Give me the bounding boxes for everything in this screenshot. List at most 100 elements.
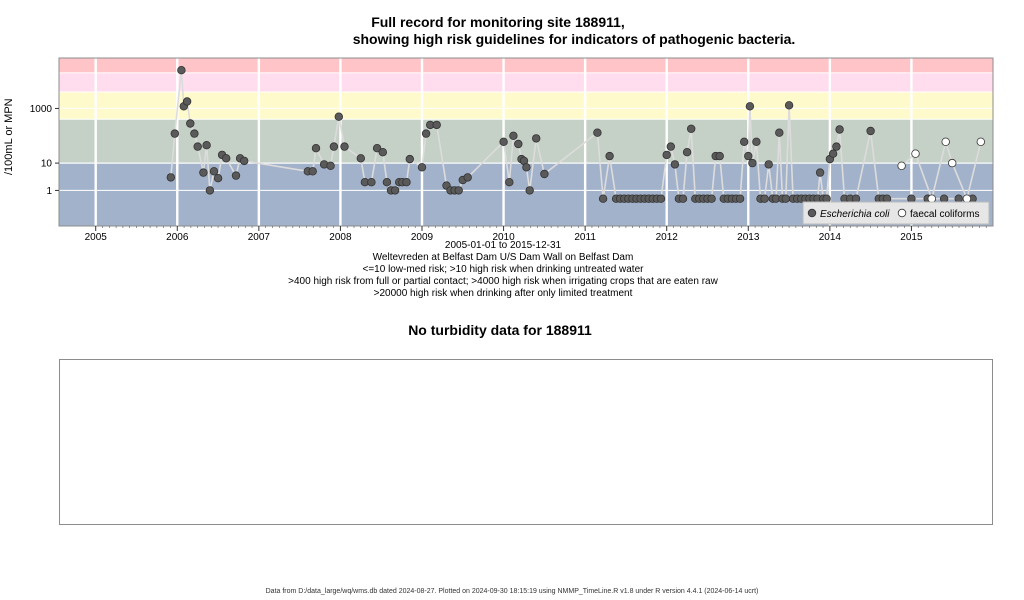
y-tick-label-1000: 1000 <box>30 104 53 115</box>
legend-ecoli-label: Escherichia coli <box>820 209 890 220</box>
x-tick-label-2009: 2009 <box>411 232 434 240</box>
ecoli-point-41 <box>432 120 441 130</box>
ecoli-point-123 <box>866 126 875 136</box>
faecal-point-3 <box>941 137 950 146</box>
ecoli-point-74 <box>666 142 675 151</box>
ecoli-point-72 <box>656 194 666 203</box>
x-tick-label-2011: 2011 <box>574 232 596 240</box>
ecoli-point-1 <box>170 129 179 138</box>
ecoli-point-0 <box>166 173 175 182</box>
ecoli-point-33 <box>390 186 400 195</box>
site-name-note: Weltevreden at Belfast Dam U/S Dam Wall … <box>372 252 634 263</box>
legend-box <box>802 201 990 225</box>
ecoli-point-50 <box>509 131 518 140</box>
ecoli-point-48 <box>499 137 508 146</box>
ecoli-point-12 <box>213 173 223 183</box>
faecal-point-4 <box>948 158 957 168</box>
ecoli-point-23 <box>329 142 339 151</box>
ecoli-point-91 <box>735 194 745 203</box>
ecoli-point-8 <box>199 168 208 177</box>
ecoli-point-115 <box>822 194 831 203</box>
ecoli-point-126 <box>882 194 892 203</box>
risk-bands <box>59 58 993 226</box>
x-tick-label-2008: 2008 <box>329 232 352 240</box>
ecoli-point-20 <box>311 143 321 153</box>
date-range-note: 2005-01-01 to 2015-12-31 <box>444 240 562 251</box>
ecoli-point-75 <box>670 160 680 169</box>
ecoli-point-105 <box>784 101 794 110</box>
ecoli-point-98 <box>760 194 769 203</box>
ecoli-point-127 <box>907 194 916 203</box>
ecoli-point-59 <box>598 194 608 203</box>
ecoli-point-37 <box>405 154 414 164</box>
legend-faecal-label: faecal coliforms <box>910 209 979 220</box>
legend-ecoli-marker <box>807 208 817 218</box>
footer-note: Data from D:/data_large/wq/wms.db dated … <box>265 588 759 595</box>
gridlines <box>59 58 993 226</box>
faecal-point-6 <box>976 137 985 146</box>
ecoli-point-39 <box>421 129 431 138</box>
ecoli-point-14 <box>221 154 231 163</box>
x-tick-label-2012: 2012 <box>656 232 679 240</box>
faecal-point-0 <box>897 161 906 170</box>
y-tick-label-1: 1 <box>46 186 52 197</box>
ecoli-point-55 <box>525 186 534 195</box>
ecoli-point-102 <box>775 128 784 137</box>
ecoli-point-57 <box>540 169 549 179</box>
risk-band-3 <box>59 72 993 92</box>
ecoli-point-11 <box>209 167 219 176</box>
ecoli-point-119 <box>835 125 844 134</box>
axes: 2005 2006 2007 2008 2009 2010 2011 2012 2013 2014… <box>30 57 994 240</box>
ecoli-point-129 <box>939 194 949 203</box>
ecoli-point-117 <box>828 149 838 158</box>
ecoli-point-29 <box>372 143 382 153</box>
risk-note-2: >400 high risk from full or partial cont… <box>288 276 718 287</box>
x-tick-label-2015: 2015 <box>900 232 923 240</box>
ecoli-point-22 <box>326 161 335 170</box>
ecoli-point-122 <box>851 194 861 203</box>
ecoli-point-104 <box>781 194 790 203</box>
x-tick-label-2010: 2010 <box>492 232 515 240</box>
ecoli-point-113 <box>815 168 825 177</box>
risk-band-4 <box>59 58 993 73</box>
ecoli-point-19 <box>308 167 317 176</box>
ecoli-point-15 <box>231 171 241 180</box>
ecoli-point-92 <box>740 137 749 146</box>
ecoli-point-7 <box>193 142 202 151</box>
ecoli-point-78 <box>682 147 692 157</box>
ecoli-point-2 <box>177 65 186 75</box>
ecoli-point-96 <box>752 137 761 146</box>
ecoli-point-49 <box>505 177 514 187</box>
ecoli-point-38 <box>417 163 427 172</box>
ecoli-point-56 <box>532 134 541 143</box>
ecoli-point-84 <box>707 194 716 203</box>
turbidity-panel <box>59 359 993 525</box>
ecoli-point-73 <box>662 150 671 160</box>
turbidity-title: No turbidity data for 188911 <box>408 322 592 338</box>
risk-note-3: >20000 high risk when drinking after onl… <box>373 288 633 299</box>
ecoli-point-130 <box>954 194 963 203</box>
ecoli-point-24 <box>334 112 343 121</box>
x-tick-label-2005: 2005 <box>85 232 108 240</box>
ecoli-point-94 <box>745 102 755 111</box>
chart-title-line1: Full record for monitoring site 188911, <box>371 14 625 30</box>
ecoli-point-47 <box>463 173 472 182</box>
ecoli-point-5 <box>186 119 195 128</box>
ecoli-point-45 <box>454 186 463 195</box>
ecoli-point-118 <box>832 142 841 151</box>
ecoli-point-4 <box>182 97 192 106</box>
ecoli-point-95 <box>748 158 757 168</box>
plot-frame <box>58 57 994 227</box>
data-points <box>166 65 985 203</box>
ecoli-point-86 <box>715 151 724 161</box>
ecoli-point-54 <box>522 163 531 172</box>
ecoli-point-6 <box>190 129 199 138</box>
ecoli-point-79 <box>687 124 696 133</box>
ecoli-point-28 <box>367 177 376 187</box>
ecoli-point-58 <box>593 128 602 137</box>
ecoli-point-77 <box>678 194 688 203</box>
risk-note-1: <=10 low-med risk; >10 high risk when dr… <box>362 264 644 275</box>
x-tick-label-2013: 2013 <box>737 232 760 240</box>
legend-faecal-marker <box>897 208 907 218</box>
ecoli-point-31 <box>382 177 392 187</box>
